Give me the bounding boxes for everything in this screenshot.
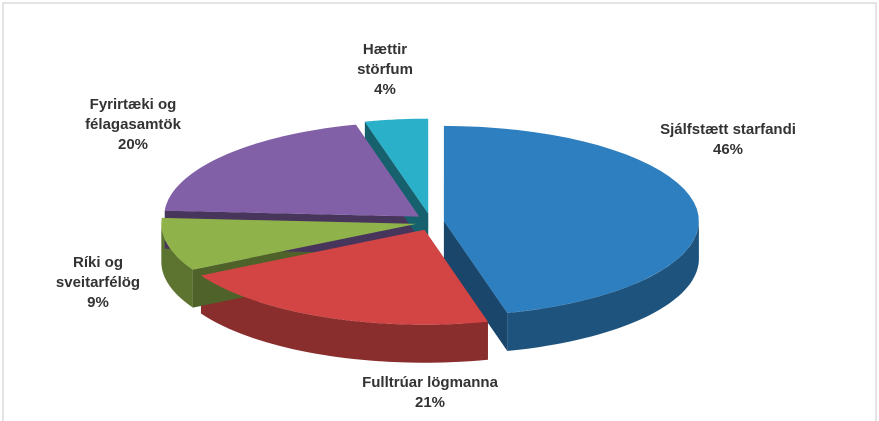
value-label: 4% [374, 81, 396, 98]
slice [161, 217, 417, 270]
slice-label: Fyrirtæki og félagasamtök 20% [58, 95, 208, 155]
value-label: 46% [712, 141, 744, 158]
category-name: Fulltrúar lögmanna [362, 374, 498, 391]
slice-wall [161, 223, 193, 308]
slice-label: Hættir störfum 4% [345, 40, 425, 100]
slice [164, 124, 420, 217]
value-label: 9% [87, 294, 109, 311]
category-name: Hættir störfum [357, 41, 413, 78]
category-name: Sjálfstætt starfandi [660, 121, 796, 138]
slice-wall [200, 275, 488, 363]
slice [364, 118, 429, 214]
slice-label: Ríki og sveitarfélög 9% [38, 253, 158, 313]
category-name: Ríki og sveitarfélög [55, 254, 141, 291]
slice-side [443, 220, 508, 351]
slice [201, 229, 488, 325]
value-label: 20% [117, 136, 149, 153]
slice-wall [507, 220, 699, 351]
value-label: 21% [414, 394, 446, 411]
category-name: Fyrirtæki og félagasamtök [85, 96, 181, 133]
slice [443, 125, 699, 314]
slice-label: Sjálfstætt starfandi 46% [628, 120, 828, 160]
slice-label: Fulltrúar lögmanna 21% [320, 373, 540, 413]
